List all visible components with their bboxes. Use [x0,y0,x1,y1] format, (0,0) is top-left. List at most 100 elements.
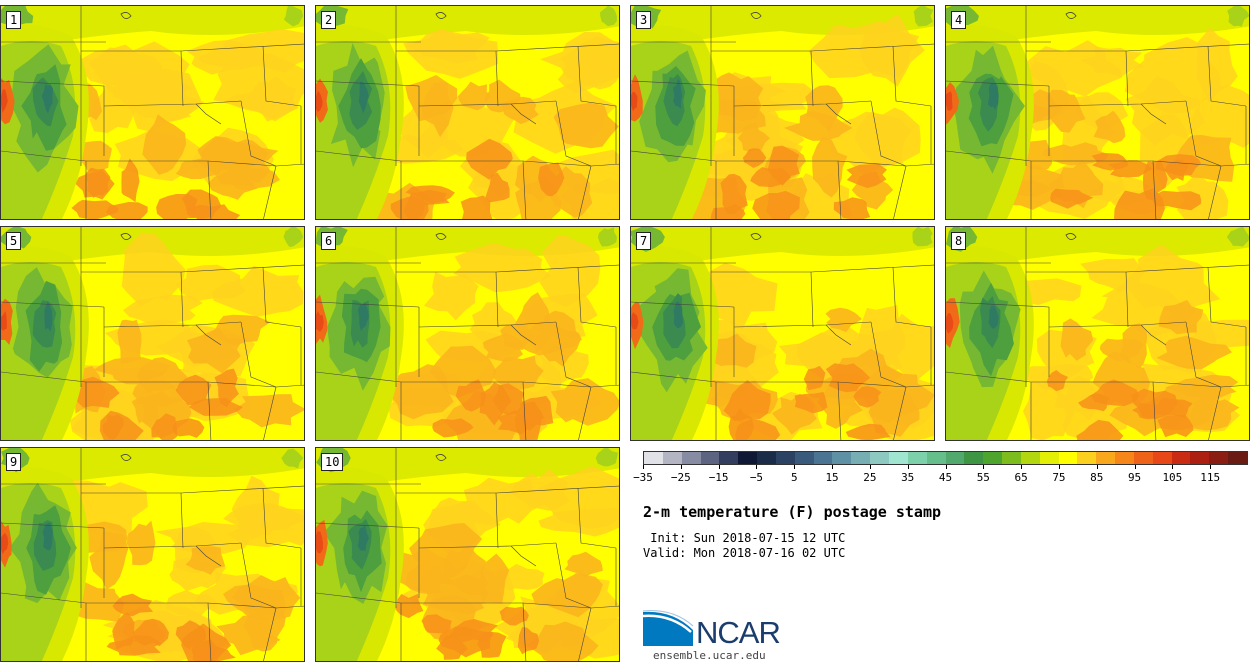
member-panel-3: 3 [630,5,935,220]
colorbar-tick-label: −15 [708,471,729,484]
member-label-9: 9 [6,453,22,471]
colorbar-tick-label: 115 [1200,471,1221,484]
colorbar-tick [643,465,644,469]
colorbar-tick [945,465,947,469]
temperature-map-5 [1,227,304,440]
colorbar-tick-label: −5 [749,471,764,484]
colorbar-cell [964,452,984,464]
colorbar-tick [983,465,985,469]
temperature-map-10 [316,448,619,661]
colorbar-tick [907,465,909,469]
colorbar-cell [700,452,720,464]
colorbar-cell [794,452,814,464]
colorbar-tick-label: −35 [633,471,653,484]
colorbar-tick [1134,465,1136,469]
colorbar-cell [662,452,682,464]
temperature-map-2 [316,6,619,219]
colorbar-cell [813,452,833,464]
colorbar-cell [719,452,739,464]
colorbar-tick-label: 95 [1127,471,1142,484]
colorbar-tick-label: 35 [901,471,915,484]
member-panel-4: 4 [945,5,1250,220]
colorbar-cell [832,452,852,464]
colorbar-tick-label: −25 [670,471,691,484]
colorbar-cell [738,452,758,464]
colorbar-cell [1133,452,1153,464]
colorbar-cell [1058,452,1078,464]
temperature-map-8 [946,227,1249,440]
member-panel-8: 8 [945,226,1250,441]
colorbar-cell [907,452,927,464]
colorbar-tick-label: 105 [1162,471,1183,484]
colorbar-tick-label: 55 [976,471,990,484]
colorbar-cell [1020,452,1040,464]
colorbar-cell [1228,452,1247,464]
site-url: ensemble.ucar.edu [653,649,766,662]
colorbar-tick [756,465,758,469]
member-panel-9: 9 [0,447,305,662]
temperature-colorbar [643,451,1248,465]
colorbar-cell [681,452,701,464]
colorbar-cell [926,452,946,464]
colorbar-tick-label: 45 [938,471,953,484]
colorbar-cell [983,452,1003,464]
colorbar-cell [644,452,663,464]
plot-title: 2-m temperature (F) postage stamp [643,503,942,521]
colorbar-tick [718,465,720,469]
member-label-8: 8 [951,232,967,250]
colorbar-tick-label: 25 [863,471,877,484]
colorbar-tick [1096,465,1098,469]
colorbar-ticks: −35 −25 −15 −5 5 15 25 35 45 55 65 75 85 95 105 115 [633,465,1248,487]
colorbar-tick [794,465,796,469]
member-panel-10: 10 [315,447,620,662]
colorbar-tick [1021,465,1023,469]
colorbar-cell [1152,452,1172,464]
temperature-map-6 [316,227,619,440]
colorbar-cell [1171,452,1191,464]
temperature-map-4 [946,6,1249,219]
temperature-map-1 [1,6,304,219]
colorbar-cell [851,452,871,464]
colorbar-cell [870,452,889,464]
colorbar-cell [1077,452,1097,464]
colorbar-cell [757,452,776,464]
member-label-7: 7 [636,232,652,250]
colorbar-tick-label: 5 [790,471,798,484]
ncar-sunrise-icon [643,609,694,646]
colorbar-cell [1002,452,1021,464]
colorbar-cell [1039,452,1059,464]
member-panel-5: 5 [0,226,305,441]
colorbar-tick-label: 15 [825,471,839,484]
colorbar-cell [1209,452,1229,464]
colorbar-tick [1172,465,1174,469]
member-label-4: 4 [951,11,967,29]
member-label-2: 2 [321,11,337,29]
valid-time: Valid: Mon 2018-07-16 02 UTC [643,546,846,560]
colorbar-tick [1210,465,1212,469]
colorbar-tick [869,465,871,469]
colorbar-tick-label: 75 [1052,471,1066,484]
colorbar-tick [832,465,834,469]
member-panel-6: 6 [315,226,620,441]
colorbar-cell [1096,452,1116,464]
colorbar-tick [1058,465,1060,469]
member-label-10: 10 [321,453,344,471]
member-label-5: 5 [6,232,22,250]
colorbar-tick-label: 85 [1090,471,1104,484]
ncar-logo-text: NCAR [696,615,781,650]
colorbar-tick [680,465,682,469]
colorbar-cell [1190,452,1210,464]
member-panel-7: 7 [630,226,935,441]
colorbar-cell [1115,452,1134,464]
member-panel-2: 2 [315,5,620,220]
member-label-1: 1 [6,11,22,29]
temperature-map-9 [1,448,304,661]
colorbar-cell [945,452,965,464]
colorbar-cell [775,452,795,464]
member-label-3: 3 [636,11,652,29]
member-panel-1: 1 [0,5,305,220]
colorbar-cell [888,452,908,464]
temperature-map-3 [631,6,934,219]
init-time: Init: Sun 2018-07-15 12 UTC [643,531,846,545]
member-label-6: 6 [321,232,337,250]
